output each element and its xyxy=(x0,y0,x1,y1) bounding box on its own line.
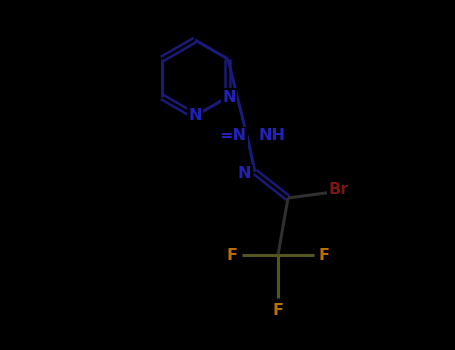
Text: F: F xyxy=(318,247,329,262)
Text: F: F xyxy=(273,303,283,318)
Text: =N: =N xyxy=(219,128,246,143)
Text: N: N xyxy=(188,108,202,124)
Text: N: N xyxy=(222,90,236,105)
Text: Br: Br xyxy=(329,182,349,196)
Text: F: F xyxy=(227,247,238,262)
Text: N: N xyxy=(238,167,251,182)
Text: NH: NH xyxy=(258,128,285,143)
